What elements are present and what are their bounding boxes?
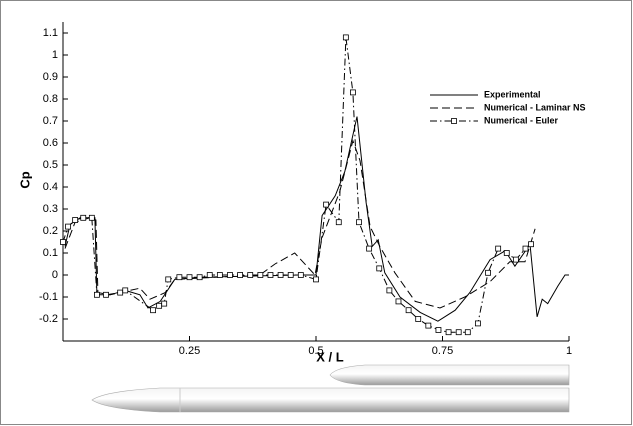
point-marker	[277, 272, 284, 278]
y-tick-label: -0.2	[39, 313, 58, 325]
y-tick-label: 0.5	[43, 159, 58, 171]
point-marker	[350, 89, 356, 96]
point-marker	[88, 214, 95, 221]
y-tick-label: 0.3	[43, 203, 58, 215]
point-marker	[323, 201, 330, 208]
y-tick-label: 0.8	[43, 93, 58, 105]
point-marker	[237, 272, 244, 278]
point-marker	[435, 327, 442, 333]
point-marker	[206, 272, 213, 278]
legend-marker	[451, 118, 457, 124]
point-marker	[196, 274, 203, 281]
series-line	[62, 37, 532, 333]
y-tick-label: 0.2	[43, 225, 58, 237]
point-marker	[455, 329, 462, 336]
point-marker	[156, 302, 163, 309]
point-marker	[150, 307, 156, 314]
y-tick-label: 0.6	[43, 137, 58, 149]
point-marker	[94, 291, 100, 298]
point-marker	[475, 320, 481, 327]
point-marker	[122, 287, 129, 294]
x-tick-label: 1	[566, 345, 572, 357]
point-marker	[405, 307, 412, 314]
point-marker	[356, 219, 362, 226]
x-tick-label: 0.25	[179, 345, 200, 357]
point-marker	[161, 300, 168, 307]
point-marker	[366, 245, 373, 252]
point-marker	[287, 272, 294, 278]
y-tick-label: -0.1	[39, 291, 58, 303]
point-marker	[376, 265, 383, 272]
point-marker	[495, 245, 502, 252]
y-tick-label: 0.4	[43, 181, 58, 193]
y-tick-label: 0	[52, 269, 58, 281]
point-marker	[313, 276, 319, 283]
point-marker	[60, 239, 66, 245]
point-marker	[425, 322, 432, 329]
point-marker	[80, 214, 87, 221]
projectile-drawing	[91, 364, 570, 413]
y-tick-label: 0.1	[43, 247, 58, 259]
point-marker	[216, 272, 223, 278]
point-marker	[528, 241, 534, 248]
point-marker	[267, 272, 274, 278]
point-marker	[117, 289, 124, 296]
point-marker	[464, 329, 471, 336]
point-marker	[186, 274, 193, 281]
x-tick-label: 0.5	[308, 345, 323, 357]
series-line	[64, 116, 569, 322]
series-line	[64, 139, 536, 309]
point-marker	[395, 298, 402, 305]
point-marker	[103, 291, 109, 298]
x-axis-title: X / L	[316, 349, 344, 364]
point-marker	[247, 272, 254, 278]
point-marker	[485, 269, 491, 276]
y-tick-label: 1.1	[43, 27, 58, 39]
point-marker	[386, 287, 393, 294]
point-marker	[297, 272, 304, 278]
point-marker	[176, 274, 183, 281]
point-marker	[522, 245, 529, 252]
point-marker	[227, 272, 233, 278]
point-marker	[512, 256, 519, 263]
point-marker	[503, 250, 510, 256]
point-marker	[445, 329, 452, 336]
y-tick-label: 0.7	[43, 115, 58, 127]
point-marker	[342, 34, 349, 41]
y-tick-label: 1	[52, 49, 58, 61]
point-marker	[65, 223, 71, 230]
point-marker	[415, 316, 422, 322]
point-marker	[165, 276, 172, 283]
point-marker	[72, 217, 79, 223]
legend-text: Experimental	[484, 89, 541, 99]
legend-text: Numerical - Laminar NS	[484, 102, 586, 112]
y-tick-label: 0.9	[43, 71, 58, 83]
y-axis-title: Cp	[17, 171, 32, 188]
x-tick-label: 0.75	[432, 345, 453, 357]
point-marker	[257, 272, 264, 278]
point-marker	[335, 219, 342, 226]
legend-text: Numerical - Euler	[484, 115, 559, 125]
